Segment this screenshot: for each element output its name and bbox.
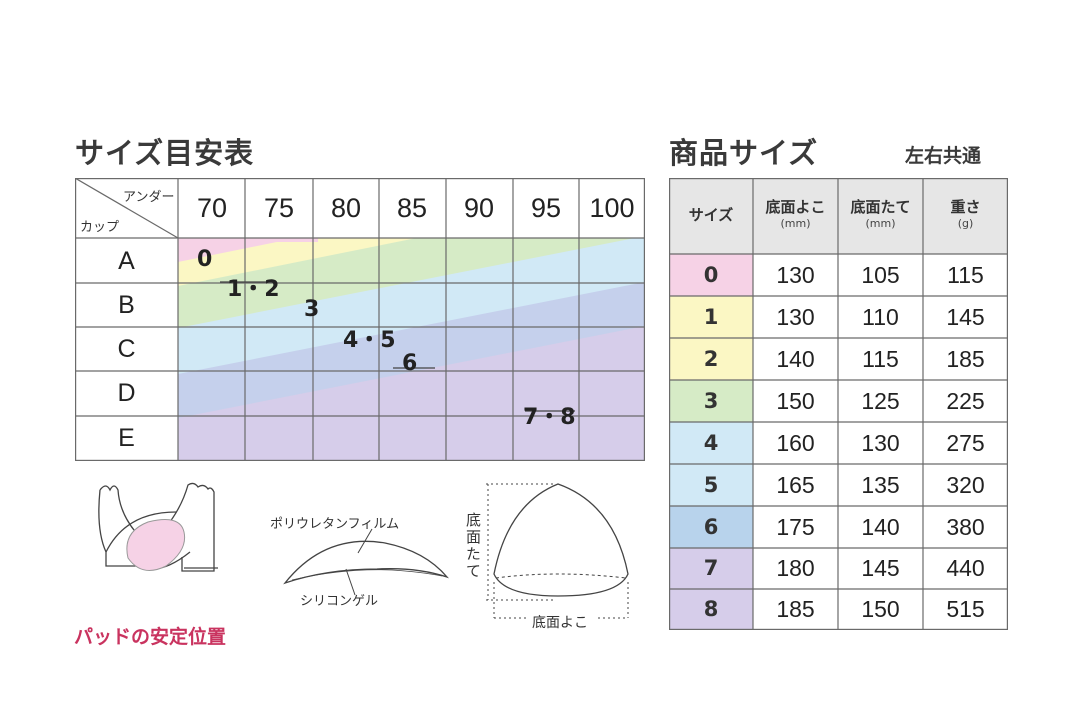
size-guide-bands — [75, 178, 645, 461]
under-size-75: 75 — [263, 193, 295, 223]
bra-illustration — [98, 482, 218, 572]
row-weight: 225 — [946, 388, 985, 414]
under-size-85: 85 — [396, 193, 428, 223]
pad-label-1-2: 1・2 — [227, 277, 280, 302]
row-weight: 185 — [946, 346, 985, 372]
row-base-width: 150 — [776, 388, 815, 414]
row-base-width: 160 — [776, 430, 815, 456]
row-base-height: 115 — [862, 346, 899, 372]
header-weight: 重さ (g) — [923, 178, 1008, 254]
row-base-height: 140 — [861, 514, 900, 540]
band-pink — [178, 238, 297, 262]
product-table-lines — [669, 178, 1008, 630]
row-base-height: 105 — [861, 262, 900, 288]
header-size-label: サイズ — [688, 206, 734, 224]
row-size: 8 — [703, 597, 719, 621]
row-base-width: 185 — [776, 596, 815, 622]
base-width-label: 底面よこ — [532, 615, 588, 631]
pad-label-4-5: 4・5 — [343, 328, 396, 353]
row-size: 7 — [703, 556, 719, 580]
row-weight: 320 — [946, 472, 985, 498]
header-base-width-unit: (mm) — [780, 217, 811, 230]
row-weight: 145 — [946, 304, 985, 330]
row-weight: 515 — [946, 596, 985, 622]
row-weight: 275 — [946, 430, 985, 456]
row-size: 5 — [703, 473, 719, 497]
size-guide-title: サイズ目安表 — [75, 136, 255, 170]
cup-b: B — [118, 291, 135, 319]
row-base-height: 145 — [861, 555, 900, 581]
header-weight-unit: (g) — [957, 217, 974, 230]
row-size: 3 — [703, 389, 719, 413]
row-base-width: 180 — [776, 555, 815, 581]
under-size-70: 70 — [196, 193, 228, 223]
row-base-width: 130 — [776, 304, 815, 330]
row-size: 4 — [703, 431, 719, 455]
header-base-height: 底面たて (mm) — [838, 178, 923, 254]
pad-label-3: 3 — [304, 297, 320, 322]
under-size-90: 90 — [463, 193, 495, 223]
row-base-width: 130 — [776, 262, 815, 288]
row-base-height: 125 — [861, 388, 900, 414]
header-size: サイズ — [669, 178, 753, 254]
row-weight: 440 — [946, 555, 985, 581]
corner-under-label: アンダー — [123, 190, 175, 205]
row-size: 2 — [703, 347, 719, 371]
pad-dimensions-illustration — [486, 483, 629, 619]
header-base-height-label: 底面たて — [850, 198, 911, 216]
header-base-height-unit: (mm) — [865, 217, 896, 230]
row-base-height: 130 — [861, 430, 900, 456]
pad-label-0: 0 — [197, 247, 213, 272]
row-base-height: 135 — [861, 472, 900, 498]
pad-position-caption: パッドの安定位置 — [74, 626, 227, 648]
cup-a: A — [118, 247, 135, 275]
row-base-width: 140 — [776, 346, 815, 372]
row-size: 1 — [703, 305, 719, 329]
film-label: ポリウレタンフィルム — [270, 517, 400, 532]
size-guide-grid: アンダー カップ 70 75 80 85 90 95 100 A B C D E… — [75, 178, 645, 461]
under-size-95: 95 — [530, 193, 562, 223]
pad-label-7-8: 7・8 — [523, 405, 576, 430]
corner-cup-label: カップ — [80, 220, 120, 235]
product-sizes-table: サイズ 底面よこ (mm) 底面たて (mm) 重さ (g) 0 130 105… — [669, 178, 1008, 630]
band-yellow — [178, 238, 417, 286]
pad-cross-section-illustration — [283, 528, 449, 596]
cup-d: D — [117, 379, 136, 407]
row-weight: 115 — [947, 262, 984, 288]
header-base-width-label: 底面よこ — [765, 198, 826, 216]
product-sizes-title: 商品サイズ — [669, 136, 819, 170]
header-base-width: 底面よこ (mm) — [753, 178, 838, 254]
cup-e: E — [118, 424, 135, 452]
row-base-width: 175 — [776, 514, 815, 540]
pad-label-6: 6 — [402, 351, 418, 376]
under-size-100: 100 — [589, 193, 635, 223]
base-height-label: 底面たて — [464, 512, 482, 580]
under-size-80: 80 — [330, 193, 362, 223]
gel-label: シリコンゲル — [300, 594, 379, 609]
row-base-height: 150 — [861, 596, 900, 622]
row-size: 6 — [703, 515, 719, 539]
row-weight: 380 — [946, 514, 985, 540]
row-size: 0 — [703, 263, 719, 287]
header-weight-label: 重さ — [950, 198, 981, 216]
both-sides-note: 左右共通 — [905, 145, 982, 167]
row-base-width: 165 — [776, 472, 815, 498]
row-base-height: 110 — [862, 304, 899, 330]
cup-c: C — [117, 335, 136, 363]
